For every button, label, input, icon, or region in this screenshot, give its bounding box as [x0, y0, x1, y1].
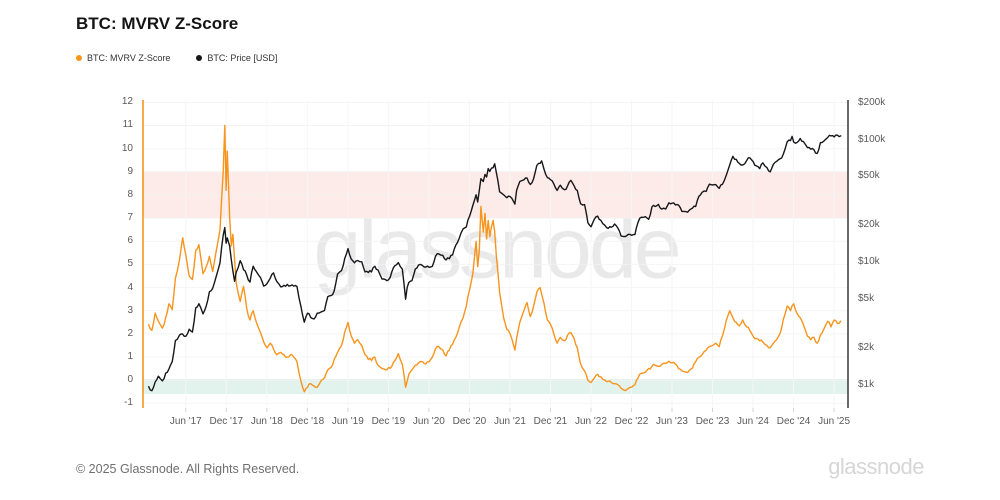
- y-left-tick-label: 0: [127, 374, 133, 386]
- x-tick-label: Dec '17: [209, 416, 244, 427]
- mvrv-series-dot-icon: [76, 55, 82, 61]
- x-tick-label: Dec '20: [452, 416, 487, 427]
- x-tick-label: Dec '18: [290, 416, 325, 427]
- x-tick-label: Jun '24: [737, 416, 769, 427]
- y-left-tick-label: 3: [127, 304, 133, 316]
- y-left-tick-label: 4: [127, 281, 133, 293]
- y-left-tick-label: 6: [127, 235, 133, 247]
- y-right-tick-label: $5k: [858, 293, 875, 305]
- x-tick-label: Jun '17: [169, 416, 202, 427]
- legend: BTC: MVRV Z-Score BTC: Price [USD]: [76, 53, 277, 63]
- legend-label-price: BTC: Price [USD]: [207, 53, 278, 63]
- y-left-tick-label: 11: [122, 119, 133, 131]
- x-tick-label: Jun '21: [493, 416, 526, 427]
- y-left-tick-label: 5: [127, 258, 133, 270]
- y-right-tick-label: $2k: [858, 342, 875, 354]
- y-left-tick-label: 7: [127, 212, 133, 224]
- x-tick-label: Dec '21: [533, 416, 568, 427]
- series-line-mvrv: [148, 124, 842, 393]
- x-tick-label: Dec '19: [371, 416, 406, 427]
- y-right-tick-label: $1k: [858, 379, 875, 391]
- price-series-dot-icon: [196, 55, 203, 61]
- x-tick-label: Jun '25: [818, 416, 851, 427]
- x-tick-label: Jun '22: [574, 416, 607, 427]
- x-tick-label: Dec '24: [776, 416, 811, 427]
- y-left-tick-label: 9: [127, 165, 133, 177]
- series-line-price: [148, 134, 842, 392]
- y-right-tick-label: $20k: [858, 219, 880, 231]
- page-title: BTC: MVRV Z-Score: [76, 14, 239, 33]
- y-left-tick-label: 8: [127, 188, 133, 200]
- x-tick-label: Dec '22: [614, 416, 649, 427]
- x-tick-label: Jun '23: [656, 416, 688, 427]
- y-left-tick-label: 10: [121, 142, 133, 154]
- y-left-tick-label: 1: [127, 351, 133, 363]
- y-left-tick-label: -1: [124, 397, 133, 409]
- y-right-tick-label: $200k: [858, 96, 886, 108]
- x-tick-label: Jun '20: [412, 416, 445, 427]
- legend-label-mvrv: BTC: MVRV Z-Score: [87, 53, 171, 63]
- x-tick-label: Jun '19: [331, 416, 364, 427]
- legend-item-price[interactable]: BTC: Price [USD]: [196, 53, 277, 63]
- y-left-tick-label: 12: [121, 96, 133, 108]
- y-right-tick-label: $50k: [858, 170, 880, 182]
- y-left-tick-label: 2: [127, 327, 133, 339]
- undervalued-zone-band: [143, 379, 848, 395]
- copyright-text: © 2025 Glassnode. All Rights Reserved.: [76, 462, 300, 476]
- y-right-tick-label: $100k: [858, 133, 886, 145]
- x-tick-label: Jun '18: [250, 416, 283, 427]
- legend-item-mvrv[interactable]: BTC: MVRV Z-Score: [76, 53, 170, 63]
- x-tick-label: Dec '23: [695, 416, 730, 427]
- y-right-tick-label: $10k: [858, 256, 880, 268]
- glassnode-logo: glassnode: [828, 454, 924, 479]
